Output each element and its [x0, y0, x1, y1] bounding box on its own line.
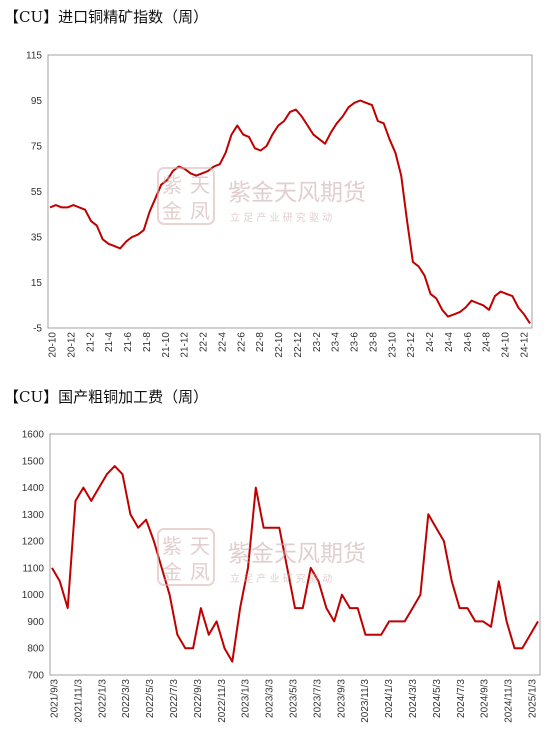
watermark-seal-glyph: 紫: [162, 173, 182, 197]
x-tick-label: 2022/5/3: [145, 679, 156, 718]
watermark-seal-glyph: 凤: [190, 199, 210, 223]
x-tick-label: 2023/7/3: [312, 679, 323, 718]
x-tick-label: 2024/11/3: [504, 679, 515, 723]
x-tick-label: 2022/7/3: [169, 679, 180, 718]
watermark-seal-glyph: 紫: [162, 534, 182, 558]
y-tick-label: 75: [31, 142, 43, 153]
x-tick-label: 2023/11/3: [360, 679, 371, 723]
x-tick-label: 22-4: [217, 332, 228, 352]
x-tick-label: 24-2: [425, 332, 436, 352]
x-tick-label: 22-12: [293, 332, 304, 358]
x-tick-label: 24-10: [501, 332, 512, 358]
x-tick-label: 21-8: [142, 332, 153, 352]
y-tick-label: 115: [26, 51, 42, 62]
x-tick-label: 2023/5/3: [289, 679, 300, 718]
watermark-seal-glyph: 凤: [190, 560, 210, 584]
x-tick-label: 2021/9/3: [50, 679, 61, 718]
watermark: 紫天金 凤紫金天风期货立 足 产 业 研 究 驱 动: [157, 528, 366, 586]
y-tick-label: -5: [33, 324, 42, 335]
chart-title-cu-concentrate-index: 【CU】进口铜精矿指数（周）: [4, 8, 209, 26]
x-tick-label: 22-6: [236, 332, 247, 352]
x-tick-label: 22-8: [255, 332, 266, 352]
chart-cu-concentrate-index: -5 15 35 55 75 95 115 20-10 20-12 21-2 21-4 21-6 21-…: [26, 51, 533, 358]
x-tick-label: 20-10: [48, 332, 59, 358]
x-tick-label: 2023/3/3: [265, 679, 276, 718]
y-tick-label: 700: [27, 671, 44, 682]
y-tick-label: 1000: [22, 590, 45, 601]
x-tick-label: 24-8: [482, 332, 493, 352]
x-tick-label: 20-12: [66, 332, 77, 358]
y-tick-label: 1400: [22, 483, 45, 494]
watermark-seal-glyph: 金: [162, 560, 182, 584]
y-tick-label: 1100: [22, 563, 44, 574]
x-tick-label: 22-10: [274, 332, 285, 358]
y-tick-label: 900: [27, 617, 44, 628]
x-tick-label: 21-4: [104, 332, 115, 352]
watermark: 紫天金 凤紫金天风期货立 足 产 业 研 究 驱 动: [157, 167, 366, 225]
watermark-seal-glyph: 天: [190, 173, 210, 197]
x-tick-label: 2024/1/3: [384, 679, 395, 718]
x-tick-label: 2024/9/3: [480, 679, 491, 718]
x-tick-label: 24-4: [444, 332, 455, 352]
x-tick-label: 2023/1/3: [241, 679, 252, 718]
x-tick-label: 22-2: [199, 332, 210, 352]
x-tick-label: 2024/5/3: [432, 679, 443, 718]
watermark-seal-glyph: 金: [162, 199, 182, 223]
x-tick-label: 2024/3/3: [408, 679, 419, 718]
x-tick-label: 24-6: [463, 332, 474, 352]
y-tick-label: 1200: [22, 537, 45, 548]
watermark-name: 紫金天风期货: [228, 180, 366, 206]
watermark-seal-glyph: 天: [190, 534, 210, 558]
watermark-slogan: 立 足 产 业 研 究 驱 动: [230, 211, 332, 224]
series-line: [51, 465, 539, 663]
plot-frame: [49, 433, 541, 676]
y-tick-label: 1500: [22, 456, 45, 467]
x-tick-label: 2021/11/3: [73, 679, 84, 723]
x-tick-label: 21-10: [161, 332, 172, 358]
x-tick-label: 23-8: [368, 332, 379, 352]
x-tick-label: 23-4: [331, 332, 342, 352]
y-tick-label: 95: [31, 96, 43, 107]
x-tick-label: 21-6: [123, 332, 134, 352]
x-tick-label: 23-6: [350, 332, 361, 352]
x-tick-label: 2022/3/3: [121, 679, 132, 718]
y-tick-label: 15: [31, 278, 43, 289]
series-line: [49, 99, 531, 324]
x-tick-label: 21-2: [85, 332, 96, 352]
watermark-seal: [157, 528, 215, 586]
x-tick-label: 23-2: [312, 332, 323, 352]
x-tick-label: 21-12: [180, 332, 191, 358]
y-tick-label: 55: [31, 187, 43, 198]
watermark-seal: [157, 167, 215, 225]
x-tick-label: 2022/9/3: [193, 679, 204, 718]
y-tick-label: 1300: [22, 510, 45, 521]
x-tick-label: 2024/7/3: [456, 679, 467, 718]
y-tick-label: 35: [31, 233, 43, 244]
watermark-slogan: 立 足 产 业 研 究 驱 动: [230, 572, 332, 585]
plot-frame: [47, 54, 533, 329]
x-tick-label: 2022/11/3: [217, 679, 228, 723]
chart-title-blister-copper-fee: 【CU】国产粗铜加工费（周）: [4, 388, 209, 406]
x-tick-label: 2022/1/3: [97, 679, 108, 718]
x-tick-label: 2025/1/3: [528, 679, 539, 718]
x-tick-label: 23-10: [387, 332, 398, 358]
x-tick-label: 2023/9/3: [336, 679, 347, 718]
y-tick-label: 1600: [22, 430, 45, 441]
x-tick-label: 24-12: [520, 332, 531, 358]
watermark-name: 紫金天风期货: [228, 541, 366, 567]
x-tick-label: 23-12: [406, 332, 417, 358]
y-tick-label: 800: [27, 644, 44, 655]
